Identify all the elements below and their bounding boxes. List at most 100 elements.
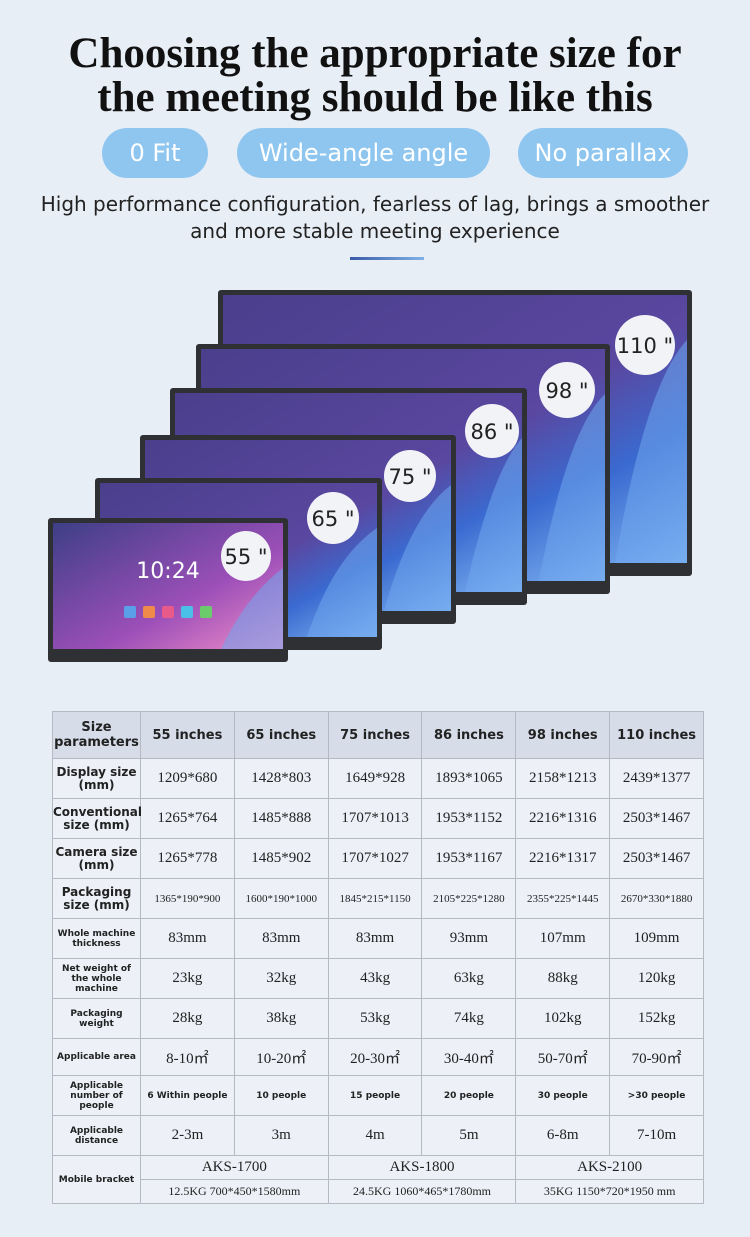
row-label: Applicable area <box>52 1038 141 1076</box>
size-label: 110 " <box>617 334 673 358</box>
table-row: Display size (mm) 1209*680 1428*803 1649*92… <box>52 758 704 799</box>
cell: 74kg <box>421 998 517 1039</box>
header-cell: 110 inches <box>609 711 704 759</box>
cell: 1265*778 <box>140 838 235 879</box>
app-icon <box>181 606 193 618</box>
cell: 10-20㎡ <box>233 1038 329 1076</box>
bracket-spec: 12.5KG 700*450*1580mm <box>140 1179 329 1204</box>
cell: 1707*1027 <box>327 838 423 879</box>
row-label: Camera size (mm) <box>52 838 141 879</box>
screen-wave <box>384 485 451 611</box>
cell: 1707*1013 <box>327 798 423 839</box>
cell: 2216*1316 <box>515 798 611 839</box>
header-cell: 65 inches <box>233 711 329 759</box>
cell: 30-40㎡ <box>421 1038 517 1076</box>
cell: 50-70㎡ <box>515 1038 611 1076</box>
cell: 83mm <box>140 918 235 959</box>
cell: 2158*1213 <box>515 758 611 799</box>
cell: 107mm <box>515 918 611 959</box>
cell: 83mm <box>233 918 329 959</box>
title-line: Choosing the appropriate size for <box>68 30 682 77</box>
size-badge <box>615 315 675 375</box>
bracket-model: AKS-1700 <box>140 1155 329 1180</box>
cell: 4m <box>327 1115 423 1156</box>
size-badge <box>465 404 519 458</box>
bracket-model: AKS-1800 <box>327 1155 517 1180</box>
size-label: 86 " <box>470 420 513 444</box>
row-label: Mobile bracket <box>52 1155 141 1204</box>
screen-wave <box>307 528 377 637</box>
table-row: Net weight of the whole machine 23kg 32kg 4… <box>52 958 704 999</box>
cell: 83mm <box>327 918 423 959</box>
table-row: Applicable number of people 6 Within peop… <box>52 1075 704 1116</box>
bracket-spec: 35KG 1150*720*1950 mm <box>515 1179 704 1204</box>
size-badge <box>539 362 595 418</box>
header-cell: 86 inches <box>421 711 517 759</box>
row-label: Display size (mm) <box>52 758 141 799</box>
cell: 20 people <box>421 1075 517 1116</box>
tag: 0 Fit <box>102 128 208 178</box>
app-icon <box>162 606 174 618</box>
cell: 2-3m <box>140 1115 235 1156</box>
cell: 1600*190*1000 <box>233 878 329 919</box>
cell: 23kg <box>140 958 235 999</box>
divider <box>350 257 424 260</box>
cell: 2216*1317 <box>515 838 611 879</box>
cell: 53kg <box>327 998 423 1039</box>
app-icon <box>200 606 212 618</box>
cell: 30 people <box>515 1075 611 1116</box>
cell: 63kg <box>421 958 517 999</box>
size-label: 65 " <box>311 507 354 531</box>
row-label: Conventional size (mm) <box>52 798 142 839</box>
cell: 43kg <box>327 958 423 999</box>
cell: 2355*225*1445 <box>515 878 611 919</box>
tag: Wide-angle angle <box>237 128 490 178</box>
header-cell: 98 inches <box>515 711 611 759</box>
cell: 5m <box>421 1115 517 1156</box>
table-row: Applicable area 8-10㎡ 10-20㎡ 20-30㎡ 30-40㎡ 50… <box>52 1038 704 1076</box>
cell: 2670*330*1880 <box>609 878 704 919</box>
cell: 3m <box>233 1115 329 1156</box>
cell: 2503*1467 <box>609 798 704 839</box>
cell: 1953*1152 <box>421 798 517 839</box>
table-row: Camera size (mm) 1265*778 1485*902 1707*102… <box>52 838 704 879</box>
cell: 102kg <box>515 998 611 1039</box>
subtitle: and more stable meeting experience <box>190 219 560 243</box>
cell: 1365*190*900 <box>140 878 235 919</box>
table-header-row: Size parameters 55 inches 65 inches 75 inch… <box>52 711 704 759</box>
clock: 10:24 <box>136 559 199 584</box>
cell: 32kg <box>233 958 329 999</box>
cell: 1428*803 <box>233 758 329 799</box>
table-row: Applicable distance 2-3m 3m 4m 5m 6-8m 7-10m <box>52 1115 704 1156</box>
cell: 6 Within people <box>140 1075 235 1116</box>
table-row: Conventional size (mm) 1265*764 1485*888 17… <box>52 798 704 839</box>
size-badge <box>307 492 359 544</box>
bracket-row: 12.5KG 700*450*1580mm 24.5KG 1060*465*178… <box>53 1179 704 1204</box>
cell: 1953*1167 <box>421 838 517 879</box>
cell: 2503*1467 <box>609 838 704 879</box>
cell: 10 people <box>233 1075 329 1116</box>
row-label: Whole machine thickness <box>52 918 141 959</box>
screen-wave <box>539 394 605 581</box>
cell: 28kg <box>140 998 235 1039</box>
screen-wave <box>465 438 522 592</box>
size-badge <box>221 531 271 581</box>
cell: 20-30㎡ <box>327 1038 423 1076</box>
size-label: 98 " <box>545 379 588 403</box>
header-cell: 75 inches <box>327 711 423 759</box>
cell: 88kg <box>515 958 611 999</box>
cell: 152kg <box>609 998 704 1039</box>
app-icon <box>143 606 155 618</box>
cell: 2105*225*1280 <box>421 878 517 919</box>
row-label: Applicable distance <box>52 1115 141 1156</box>
row-label: Packaging weight <box>52 998 141 1039</box>
cell: 1209*680 <box>140 758 235 799</box>
cell: 1485*902 <box>233 838 329 879</box>
cell: 109mm <box>609 918 704 959</box>
spec-table: Size parameters 55 inches 65 inches 75 inch… <box>52 711 704 1204</box>
cell: 1649*928 <box>327 758 423 799</box>
header-cell: Size parameters <box>52 711 141 759</box>
cell: 1845*215*1150 <box>327 878 423 919</box>
row-label: Packaging size (mm) <box>52 878 141 919</box>
